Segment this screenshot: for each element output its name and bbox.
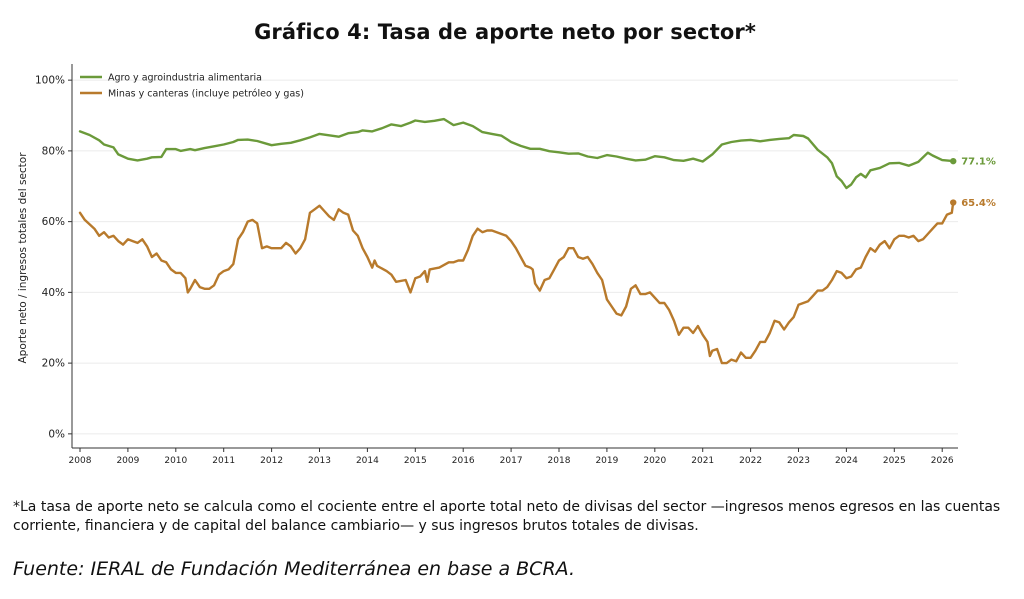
x-tick-label: 2010 <box>164 456 187 466</box>
x-tick-label: 2009 <box>116 456 139 466</box>
end-point-marker <box>950 199 957 206</box>
x-tick-label: 2019 <box>595 456 618 466</box>
x-tick-label: 2014 <box>356 456 379 466</box>
end-value-label: 77.1% <box>961 157 996 168</box>
x-tick-label: 2008 <box>69 456 92 466</box>
y-tick-label: 40% <box>42 287 65 299</box>
x-tick-label: 2024 <box>835 456 858 466</box>
legend-label: Minas y canteras (incluye petróleo y gas… <box>108 89 304 100</box>
x-tick-label: 2025 <box>883 456 906 466</box>
series-line <box>78 117 955 190</box>
y-tick-label: 0% <box>48 428 65 440</box>
x-axis-ticks: 2008 2009 2010 2011 2012 2013 2014 2015 2016 2017… <box>69 448 954 466</box>
chart-title: Gráfico 4: Tasa de aporte neto por secto… <box>254 20 756 44</box>
x-tick-label: 2026 <box>931 456 954 466</box>
y-tick-label: 20% <box>42 358 65 370</box>
x-tick-label: 2012 <box>260 456 283 466</box>
end-value-label: 65.4% <box>961 198 996 209</box>
x-tick-label: 2022 <box>739 456 762 466</box>
legend-label: Agro y agroindustria alimentaria <box>108 73 262 84</box>
end-labels: 77.1% 65.4% <box>950 157 996 209</box>
x-tick-label: 2017 <box>500 456 523 466</box>
x-tick-label: 2013 <box>308 456 331 466</box>
source-note: Fuente: IERAL de Fundación Mediterránea … <box>13 558 576 580</box>
y-tick-label: 60% <box>42 216 65 228</box>
y-axis-label: Aporte neto / ingresos totales del secto… <box>17 152 29 364</box>
y-axis-ticks: 0% 20% 40% 60% 80% 100% <box>35 75 72 440</box>
x-tick-label: 2018 <box>548 456 571 466</box>
y-tick-label: 80% <box>42 145 65 157</box>
chart-axes <box>71 64 958 449</box>
x-tick-label: 2023 <box>787 456 810 466</box>
footnote: *La tasa de aporte neto se calcula como … <box>13 499 1001 534</box>
grid-lines <box>72 79 958 435</box>
x-tick-label: 2016 <box>452 456 475 466</box>
end-point-marker <box>950 157 957 165</box>
x-tick-label: 2020 <box>643 456 666 466</box>
series-line <box>78 201 955 365</box>
series-lines <box>78 117 955 365</box>
x-tick-label: 2015 <box>404 456 427 466</box>
line-chart: 0%20%40%60%80%100% 2008 2009 2010 2011 2012 2… <box>17 64 996 466</box>
x-tick-label: 2021 <box>691 456 714 466</box>
y-tick-label: 100% <box>35 75 65 87</box>
x-tick-label: 2011 <box>212 456 235 466</box>
chart-legend: Agro y agroindustria alimentaria Minas y … <box>80 73 304 100</box>
